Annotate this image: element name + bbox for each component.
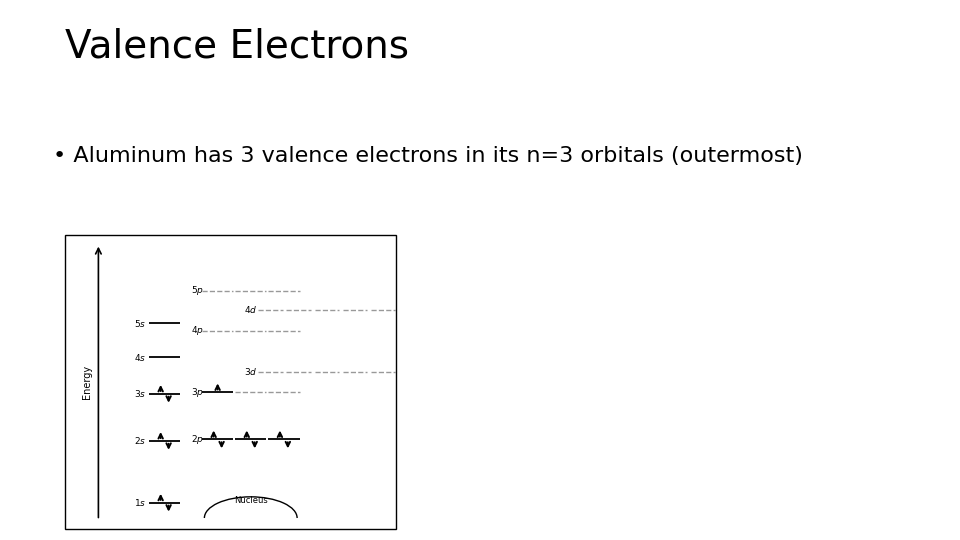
Text: Energy: Energy xyxy=(82,365,92,399)
Text: $3p$: $3p$ xyxy=(191,386,204,399)
Text: $5p$: $5p$ xyxy=(191,285,204,298)
Text: $1s$: $1s$ xyxy=(134,497,147,508)
Text: $2p$: $2p$ xyxy=(191,433,204,446)
Text: $4s$: $4s$ xyxy=(134,352,147,362)
Text: Nucleus: Nucleus xyxy=(234,496,268,505)
Text: Valence Electrons: Valence Electrons xyxy=(65,27,409,65)
Text: $3d$: $3d$ xyxy=(244,366,257,377)
Text: $4p$: $4p$ xyxy=(191,324,204,337)
Text: $5s$: $5s$ xyxy=(134,318,147,329)
Bar xyxy=(65,235,396,529)
Text: $2s$: $2s$ xyxy=(134,435,147,447)
Text: $3s$: $3s$ xyxy=(134,388,147,399)
Text: • Aluminum has 3 valence electrons in its n=3 orbitals (outermost): • Aluminum has 3 valence electrons in it… xyxy=(53,146,803,166)
Text: $4d$: $4d$ xyxy=(244,305,257,315)
